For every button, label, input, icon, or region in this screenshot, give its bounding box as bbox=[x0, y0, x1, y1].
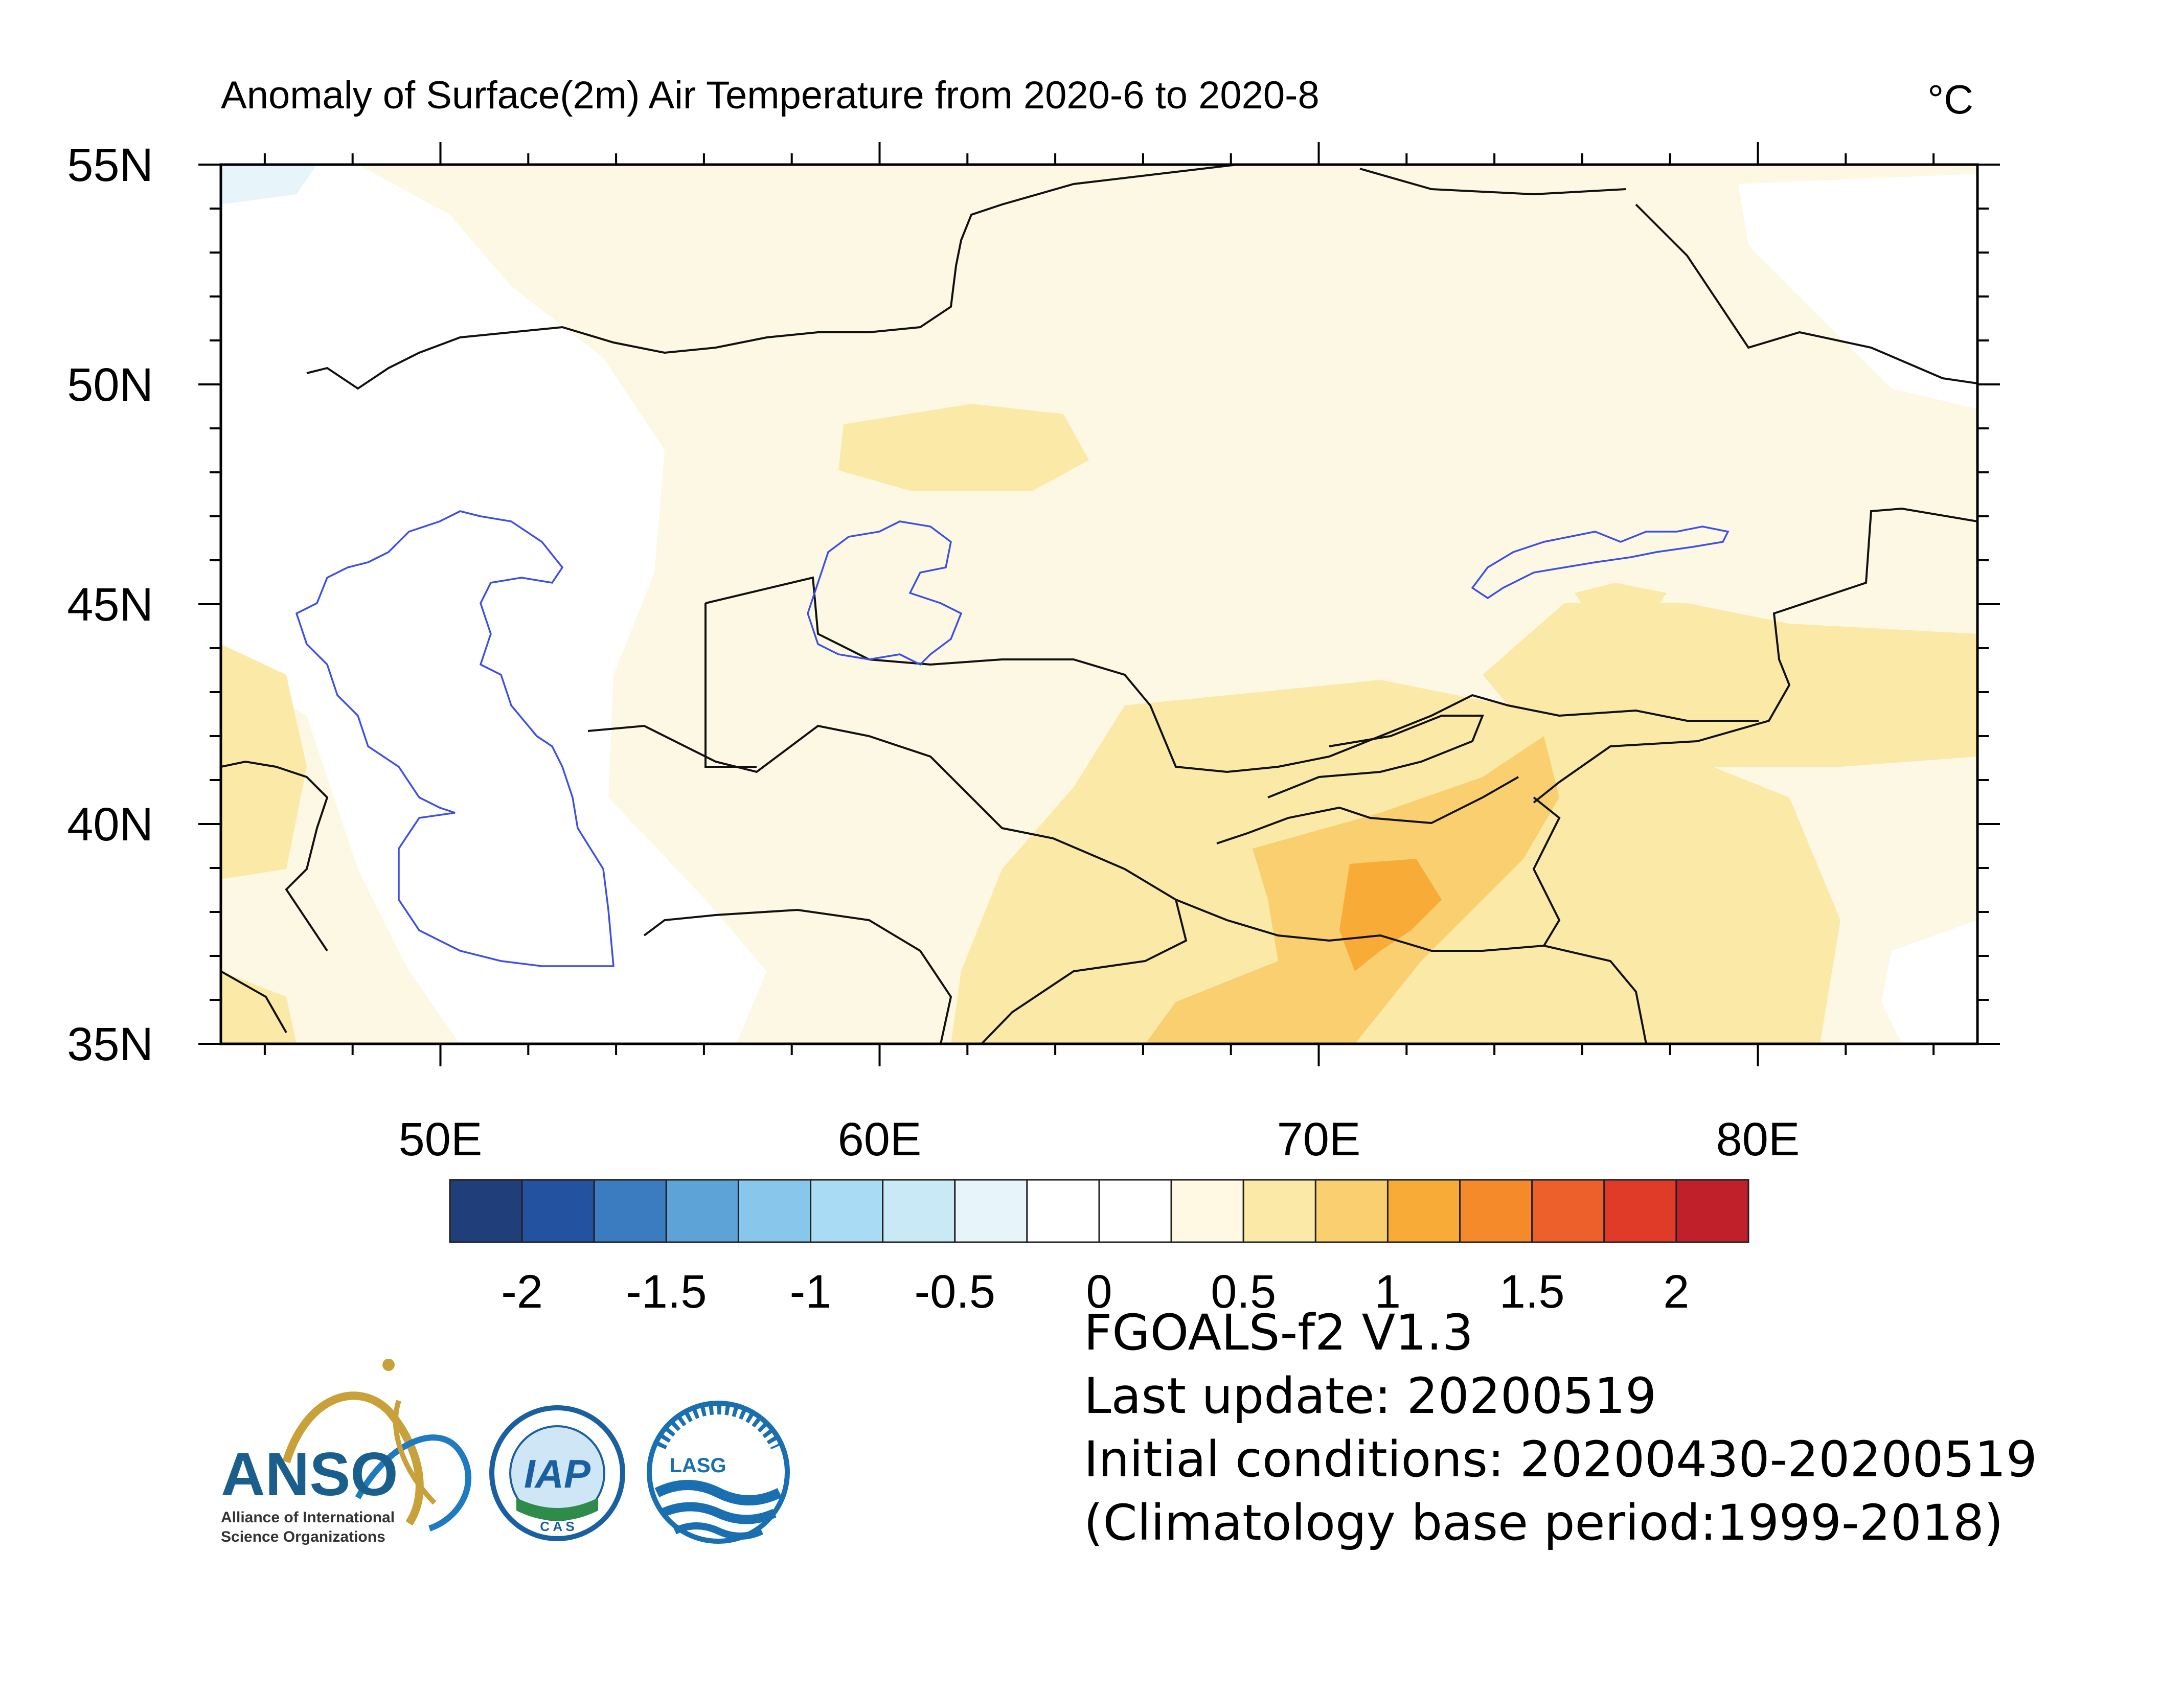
lat-label-45: 45N bbox=[67, 579, 153, 631]
anomaly-region-moderate-north bbox=[838, 404, 1089, 491]
iap-wordmark: IAP bbox=[524, 1451, 591, 1496]
latitude-labels: 55N 50N 45N 40N 35N bbox=[67, 139, 153, 1070]
lon-label-50: 50E bbox=[399, 1113, 483, 1166]
colorbar-box bbox=[1459, 1179, 1533, 1243]
turkmenistan-border bbox=[587, 724, 1188, 1044]
anso-orbit-gold-inner bbox=[393, 1400, 437, 1505]
lasg-wordmark: LASG bbox=[669, 1454, 726, 1477]
model-name: FGOALS-f2 V1.3 bbox=[1084, 1304, 1473, 1361]
logo-anso: ANSO Alliance of International Science O… bbox=[221, 1359, 472, 1545]
colorbar-label: 1.5 bbox=[1499, 1266, 1565, 1318]
map-title: Anomaly of Surface(2m) Air Temperature f… bbox=[221, 74, 1320, 117]
anomaly-region-moderate-sw bbox=[221, 971, 297, 1044]
colorbar-label: 2 bbox=[1663, 1266, 1689, 1318]
iran-north-border bbox=[221, 970, 287, 1033]
longitude-labels: 50E 60E 70E 80E bbox=[399, 1113, 1800, 1166]
anomaly-region-very-strong bbox=[1339, 859, 1442, 971]
colorbar-label: -0.5 bbox=[915, 1266, 996, 1318]
colorbar-box bbox=[1026, 1179, 1100, 1243]
last-update: Last update: 20200519 bbox=[1084, 1367, 1657, 1425]
colorbar-label: -1.5 bbox=[626, 1266, 707, 1318]
colorbar-labels: -2 -1.5 -1 -0.5 0 0.5 1 1.5 2 bbox=[501, 1266, 1689, 1318]
pakistan-border bbox=[1543, 945, 1647, 1044]
anso-dot bbox=[382, 1359, 395, 1371]
colorbar-box bbox=[1098, 1179, 1172, 1243]
colorbar-box bbox=[810, 1179, 884, 1243]
colorbar-box bbox=[737, 1179, 812, 1243]
unit-label: °C bbox=[1927, 77, 1973, 122]
kazakhstan-russia-border bbox=[306, 165, 1238, 390]
logo-lasg: LASG bbox=[647, 1401, 790, 1544]
lasg-wave-2 bbox=[660, 1502, 777, 1524]
anso-subtitle-2: Science Organizations bbox=[221, 1528, 385, 1545]
lon-label-60: 60E bbox=[838, 1113, 922, 1166]
kyrgyzstan-border bbox=[1267, 715, 1484, 798]
country-borders bbox=[221, 165, 1977, 1044]
iran-turkmenistan-border bbox=[643, 908, 952, 1044]
anomaly-region-near-zero-west bbox=[221, 165, 767, 1044]
lat-label-40: 40N bbox=[67, 798, 153, 851]
lasg-top-arc bbox=[653, 1401, 783, 1450]
afghanistan-border bbox=[1175, 796, 1561, 952]
iap-cas-text: C A S bbox=[540, 1519, 574, 1534]
anso-subtitle-1: Alliance of International bbox=[221, 1509, 395, 1526]
kazakhstan-uzbekistan-border bbox=[705, 576, 1759, 773]
colorbar-label: -1 bbox=[790, 1266, 832, 1318]
tajikistan-border bbox=[1216, 776, 1519, 844]
colorbar-label: -2 bbox=[501, 1266, 543, 1318]
anomaly-region-near-zero-se bbox=[1881, 920, 1977, 1044]
caucasus-border bbox=[221, 760, 329, 952]
kazakhstan-china-border bbox=[1635, 203, 1977, 384]
iap-green-band bbox=[516, 1498, 598, 1521]
climatology-period: (Climatology base period:1999-2018) bbox=[1084, 1494, 2004, 1551]
anomaly-region-near-zero-east bbox=[1738, 174, 1977, 409]
anomaly-region-weak-negative-nw bbox=[221, 165, 317, 204]
colorbar-box bbox=[1531, 1179, 1605, 1243]
caspian-sea-coast bbox=[295, 510, 615, 967]
colorbar-label: 0.5 bbox=[1211, 1266, 1276, 1318]
colorbar bbox=[449, 1179, 1749, 1243]
colorbar-box bbox=[1675, 1179, 1749, 1243]
colorbar-box bbox=[882, 1179, 956, 1243]
lasg-wave-3 bbox=[673, 1522, 764, 1540]
colorbar-box bbox=[1242, 1179, 1316, 1243]
initial-conditions: Initial conditions: 20200430-20200519 bbox=[1084, 1431, 2037, 1488]
colorbar-label: 0 bbox=[1086, 1266, 1112, 1318]
coastlines-lakes bbox=[295, 510, 1730, 967]
colorbar-box bbox=[1603, 1179, 1677, 1243]
lon-label-70: 70E bbox=[1277, 1113, 1361, 1166]
colorbar-box bbox=[593, 1179, 667, 1243]
lat-label-55: 55N bbox=[67, 139, 153, 191]
logo-iap: IAP C A S bbox=[489, 1405, 625, 1541]
map-area bbox=[221, 165, 1977, 1044]
anomaly-region-moderate-lake bbox=[1575, 583, 1667, 608]
colorbar-box bbox=[1314, 1179, 1389, 1243]
anomaly-field bbox=[221, 165, 1977, 1044]
colorbar-box bbox=[1170, 1179, 1244, 1243]
aral-sea-coast bbox=[807, 520, 963, 666]
lat-label-50: 50N bbox=[67, 359, 153, 411]
colorbar-box bbox=[954, 1179, 1028, 1243]
anomaly-region-moderate-west bbox=[221, 644, 307, 879]
anso-orbit-blue bbox=[355, 1434, 472, 1532]
anso-wordmark: ANSO bbox=[221, 1440, 398, 1509]
model-info: FGOALS-f2 V1.3 Last update: 20200519 Ini… bbox=[1084, 1301, 2157, 1555]
china-east-border bbox=[1533, 507, 1977, 804]
colorbar-box bbox=[1386, 1179, 1461, 1243]
lon-label-80: 80E bbox=[1716, 1113, 1800, 1166]
russia-north-border bbox=[1359, 168, 1626, 196]
lasg-wave-1 bbox=[654, 1480, 782, 1505]
lake-balkhash-coast bbox=[1471, 525, 1730, 600]
colorbar-box bbox=[665, 1179, 739, 1243]
colorbar-box bbox=[521, 1179, 595, 1243]
colorbar-label: 1 bbox=[1375, 1266, 1401, 1318]
lat-label-35: 35N bbox=[67, 1018, 153, 1070]
map-ticks bbox=[198, 142, 2000, 1066]
colorbar-box bbox=[449, 1179, 523, 1243]
